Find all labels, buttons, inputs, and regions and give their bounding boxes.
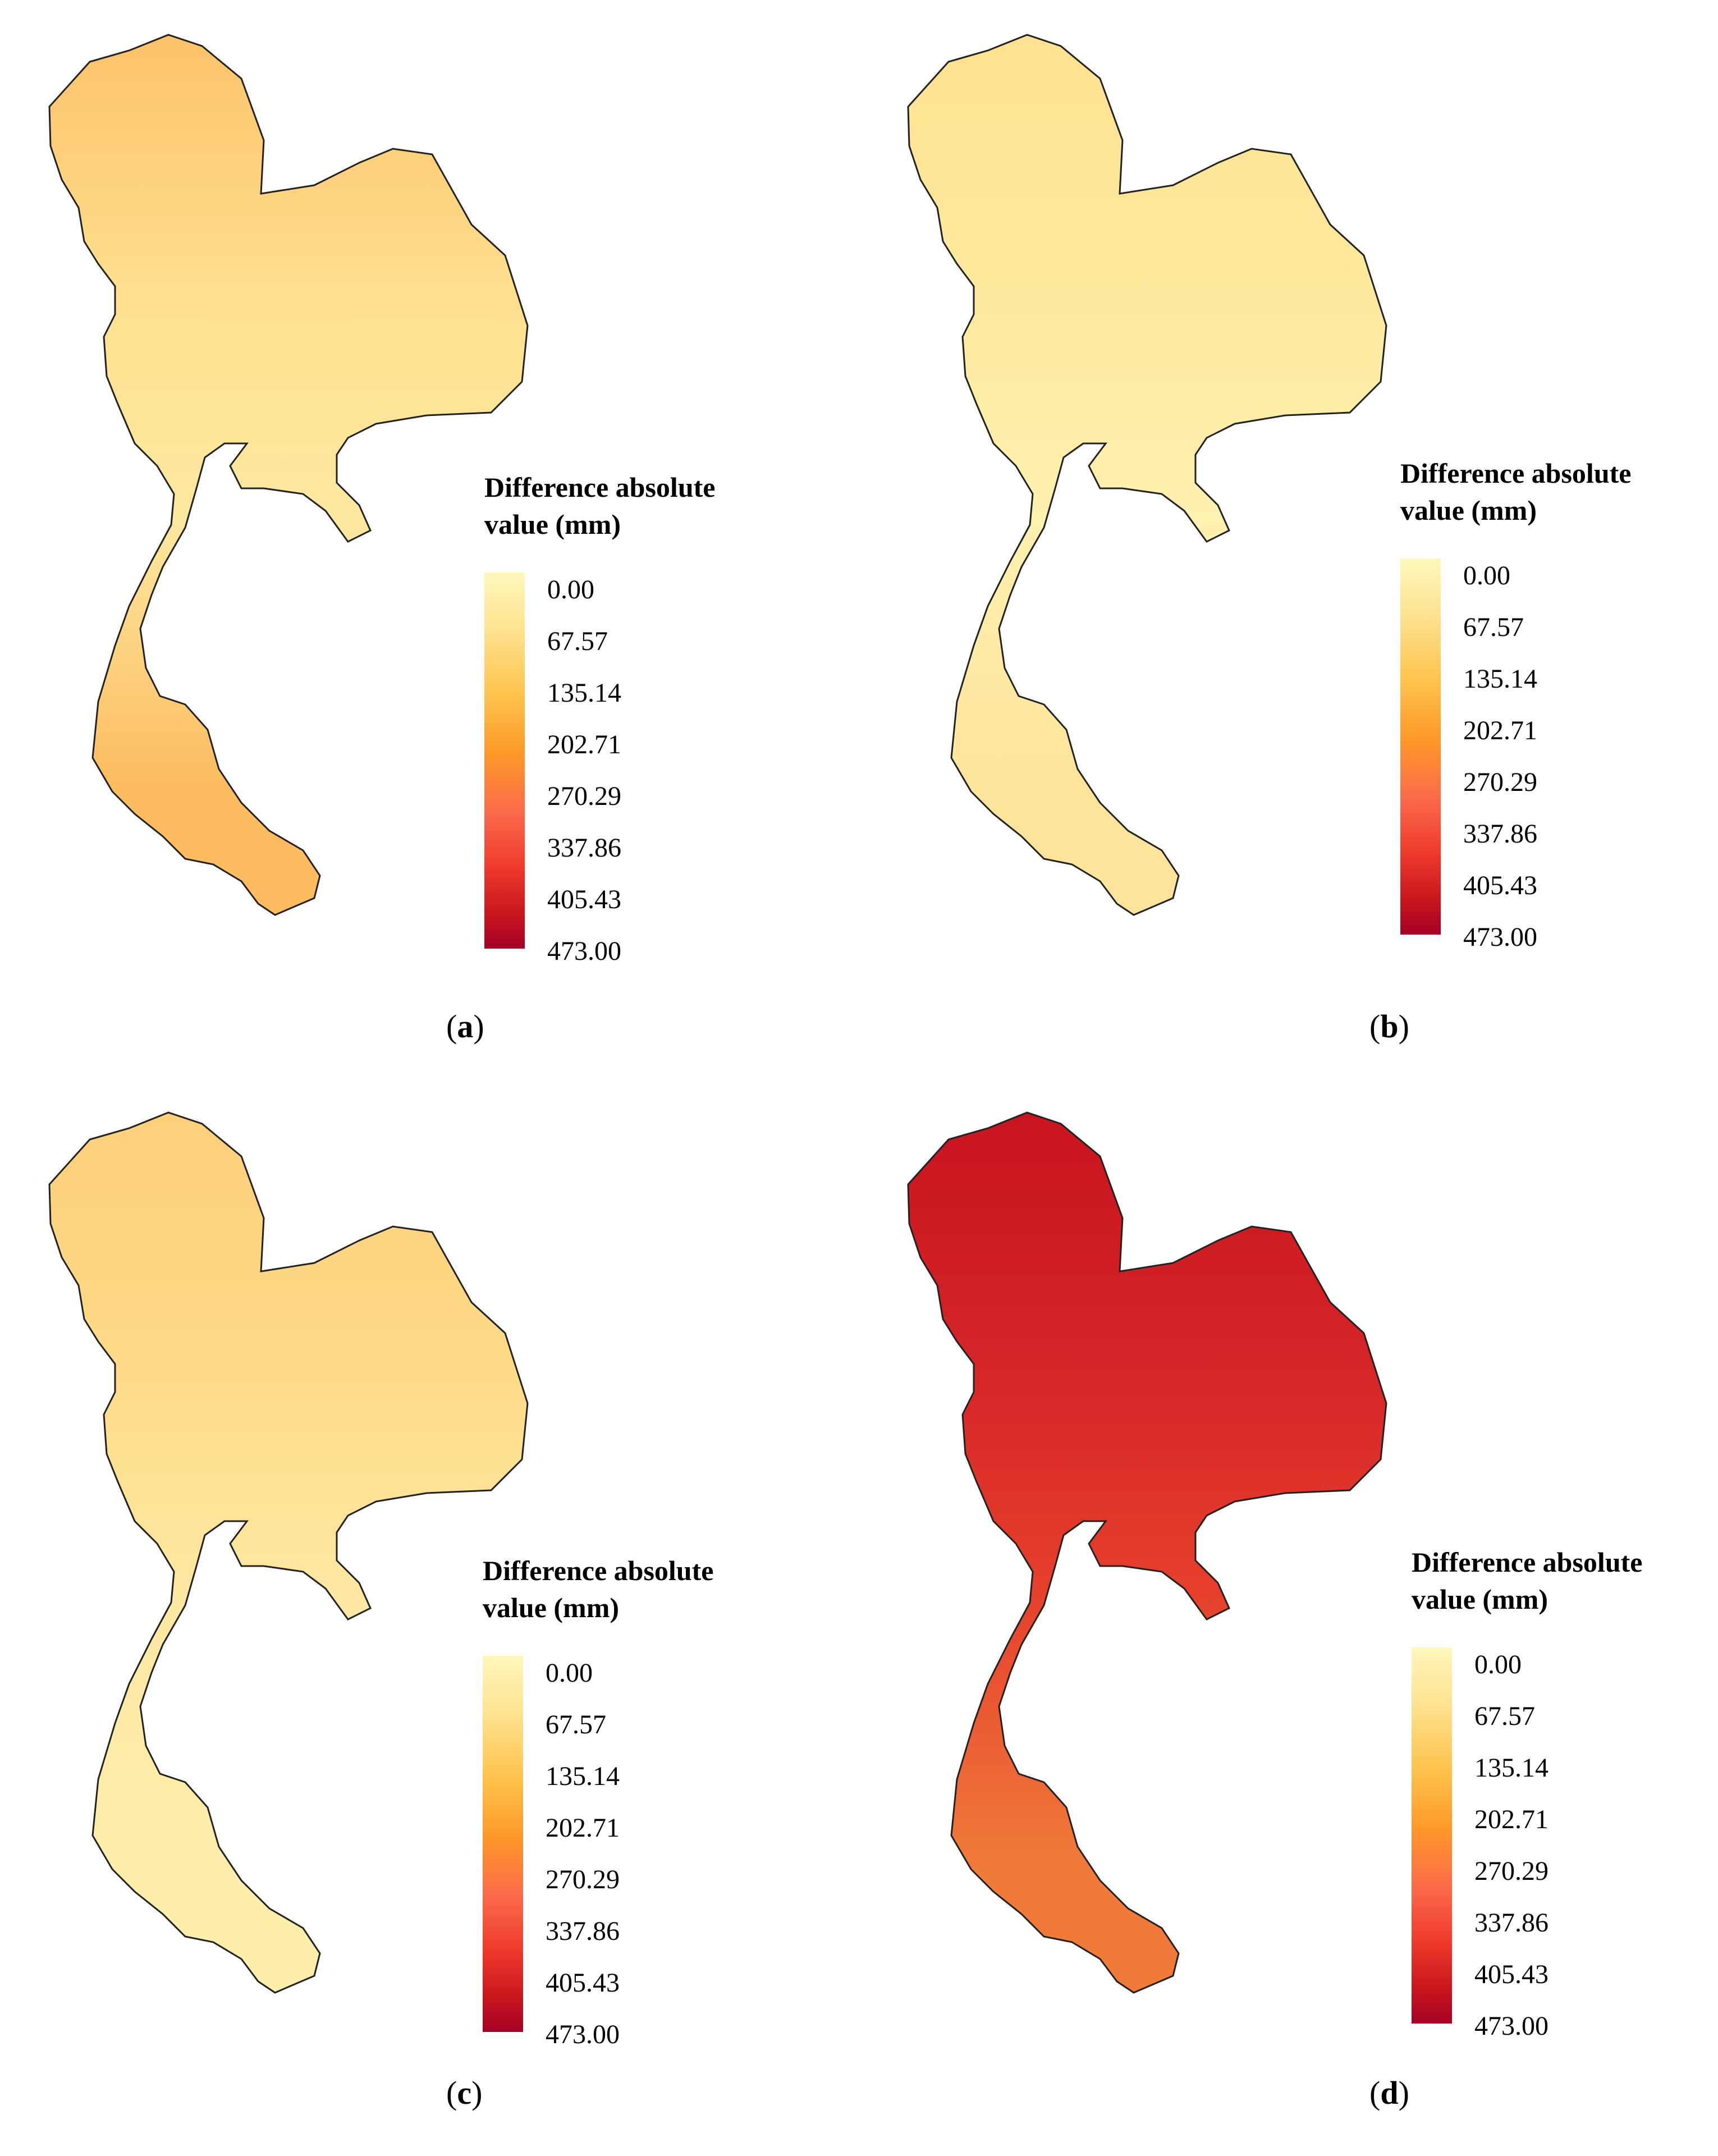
legend-tick: 0.00 [1474,1650,1522,1679]
map-thailand-d [907,1111,1387,1994]
legend-tick: 0.00 [547,575,594,605]
legend-tick: 202.71 [1474,1805,1549,1834]
legend-title: Difference absolute value (mm) [483,1555,714,1623]
panel-label: (d) [1369,2075,1409,2111]
legend-color-bar [1412,1647,1452,2024]
legend-tick: 202.71 [546,1813,620,1843]
legend-tick: 202.71 [547,730,621,759]
panel-label: (a) [446,1008,484,1045]
legend-tick: 0.00 [546,1658,593,1688]
panel-a: Difference absolute value (mm) 0.00 67.5… [0,0,859,1078]
panel-c: Difference absolute value (mm) 0.00 67.5… [0,1078,859,2155]
legend-color-bar [483,1656,523,2032]
legend-tick: 135.14 [1463,664,1537,694]
legend-tick: 337.86 [1463,819,1537,849]
legend-tick: 0.00 [1463,561,1510,591]
map-thailand-b [907,34,1387,916]
legend-tick: 270.29 [1474,1856,1549,1886]
legend-tick: 67.57 [546,1710,606,1740]
legend-title: Difference absolute value (mm) [1400,457,1632,526]
legend-tick: 337.86 [546,1916,620,1946]
panel-label: (b) [1369,1008,1409,1045]
map-thailand-a [48,34,529,916]
legend-tick: 337.86 [1474,1908,1549,1938]
legend-tick: 405.43 [547,885,621,914]
legend-tick: 270.29 [546,1865,620,1894]
legend-tick: 473.00 [546,2020,620,2049]
map-region-fill [48,1111,529,1994]
legend-color-bar [1400,559,1441,935]
map-region-fill [907,34,1387,916]
legend-color-bar [484,573,525,949]
legend-tick: 473.00 [1463,922,1537,952]
legend-tick: 67.57 [1474,1701,1535,1731]
legend-tick: 67.57 [1463,612,1524,642]
legend-tick: 337.86 [547,833,621,863]
legend-tick: 270.29 [1463,767,1537,797]
map-thailand-c [48,1111,529,1994]
legend-tick: 270.29 [547,781,621,811]
map-region-fill [907,1111,1387,1994]
panel-d: Difference absolute value (mm) 0.00 67.5… [859,1078,1717,2155]
legend-tick: 473.00 [1474,2011,1549,2041]
legend-title: Difference absolute value (mm) [484,472,716,540]
legend-tick: 135.14 [546,1761,620,1791]
legend-tick: 67.57 [547,626,608,656]
legend-tick: 405.43 [546,1968,620,1998]
panel-label: (c) [446,2075,483,2111]
map-region-fill [48,34,529,916]
legend-tick: 473.00 [547,936,621,966]
legend-tick: 405.43 [1474,1960,1549,1989]
legend-tick: 135.14 [547,678,621,708]
panel-b: Difference absolute value (mm) 0.00 67.5… [859,0,1717,1078]
legend-tick: 405.43 [1463,871,1537,900]
legend-title: Difference absolute value (mm) [1412,1546,1643,1615]
legend-tick: 135.14 [1474,1753,1549,1783]
legend-tick: 202.71 [1463,716,1537,745]
